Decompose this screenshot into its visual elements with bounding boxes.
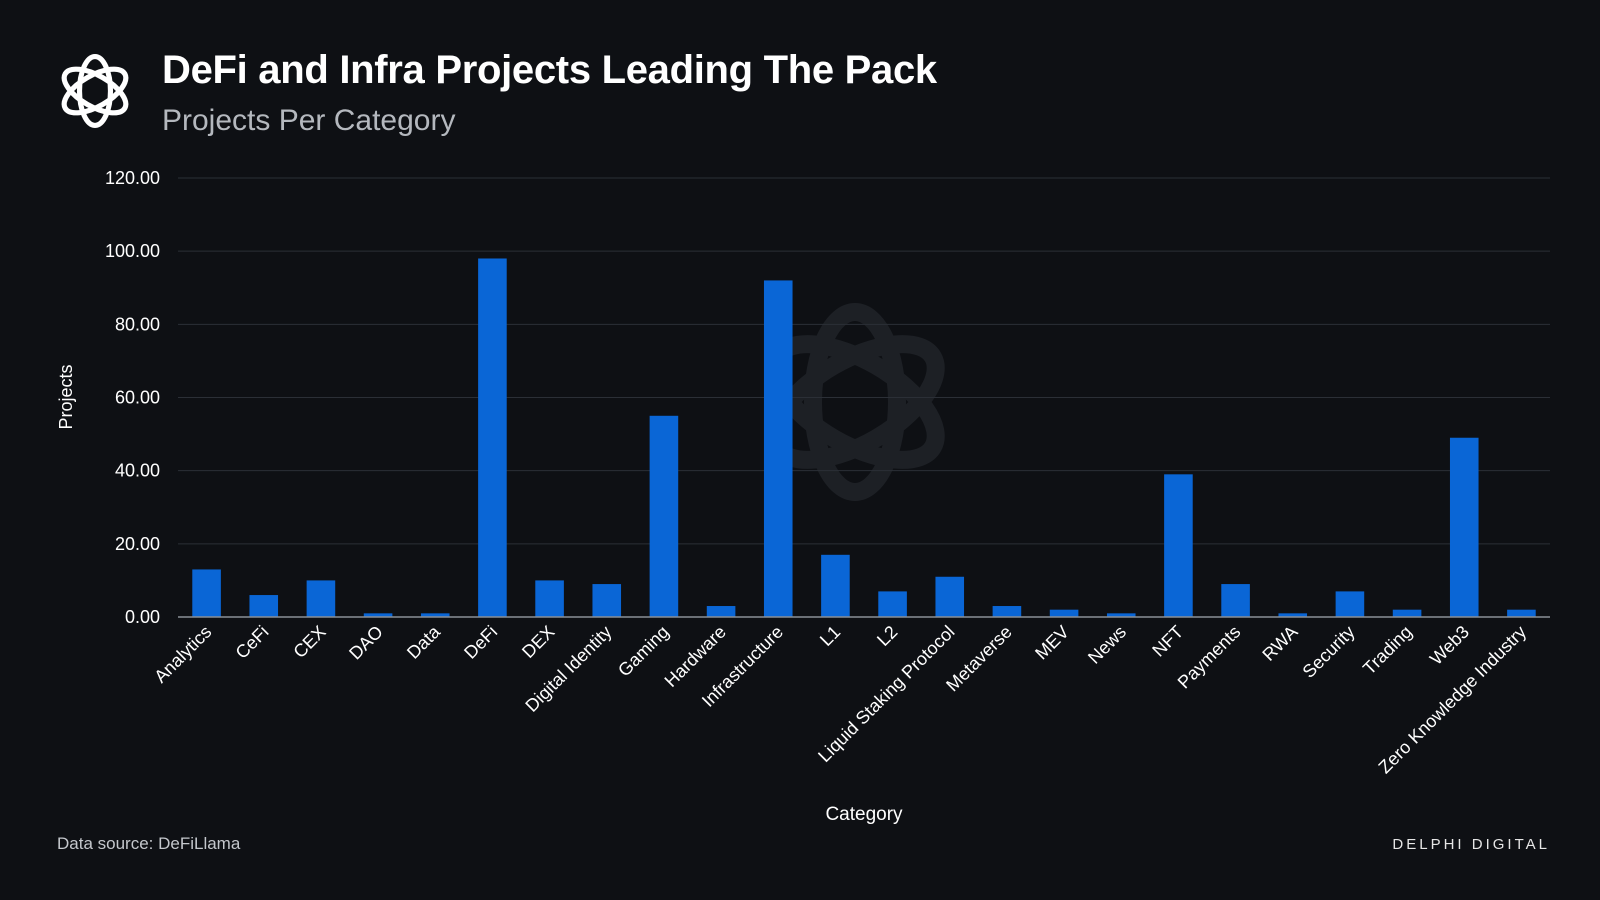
bar-hardware: [706, 606, 736, 617]
bar-web3: [1449, 437, 1479, 617]
y-tick-label: 100.00: [105, 241, 160, 261]
bar-news: [1106, 613, 1136, 617]
x-tick-label: Payments: [1174, 622, 1245, 693]
bar-cefi: [249, 595, 279, 617]
brand-wordmark: DELPHI DIGITAL: [1392, 836, 1550, 853]
bar-cex: [306, 580, 336, 617]
data-source-note: Data source: DeFiLlama: [57, 834, 241, 853]
x-tick-label: News: [1084, 622, 1130, 668]
bar-l2: [878, 591, 907, 617]
bar-metaverse: [992, 606, 1022, 617]
bar-dex: [535, 580, 564, 617]
y-tick-label: 80.00: [115, 314, 160, 334]
chart-title: DeFi and Infra Projects Leading The Pack: [162, 48, 937, 92]
x-tick-label: Web3: [1426, 622, 1473, 669]
bar-rwa: [1278, 613, 1308, 617]
bar-nft: [1164, 474, 1193, 617]
chart-subtitle: Projects Per Category: [162, 104, 456, 137]
x-tick-label: MEV: [1031, 622, 1073, 664]
x-tick-label: Gaming: [614, 622, 673, 681]
x-tick-label: CeFi: [232, 622, 273, 663]
y-tick-label: 120.00: [105, 168, 160, 188]
bar-data: [420, 613, 450, 617]
bar-l1: [821, 554, 850, 617]
y-tick-label: 20.00: [115, 534, 160, 554]
bar-infrastructure: [763, 280, 793, 617]
bar-defi: [478, 258, 507, 617]
y-tick-label: 0.00: [125, 607, 160, 627]
x-tick-label: CEX: [289, 622, 329, 662]
x-tick-label: L2: [873, 622, 901, 650]
x-tick-label: L1: [816, 622, 844, 650]
y-tick-label: 60.00: [115, 388, 160, 408]
bar-liquid-staking-protocol: [935, 576, 965, 617]
x-axis-label: Category: [825, 804, 903, 825]
bar-dao: [363, 613, 393, 617]
x-tick-label: Trading: [1359, 622, 1416, 679]
x-tick-label: RWA: [1258, 622, 1301, 665]
x-tick-label: Analytics: [150, 622, 215, 687]
y-axis-label: Projects: [56, 364, 76, 429]
x-tick-label: Security: [1299, 622, 1359, 682]
bar-zero-knowledge-industry: [1507, 609, 1536, 617]
bar-trading: [1392, 609, 1422, 617]
bar-mev: [1049, 609, 1079, 617]
bar-payments: [1221, 584, 1250, 617]
x-tick-label: DAO: [345, 622, 387, 664]
y-tick-label: 40.00: [115, 461, 160, 481]
x-tick-label: NFT: [1148, 622, 1187, 661]
x-tick-label: DeFi: [460, 622, 501, 663]
delphi-logo-icon: [61, 54, 129, 128]
bar-digital-identity: [592, 584, 622, 617]
bar-gaming: [649, 415, 679, 617]
bar-security: [1335, 591, 1365, 617]
x-tick-label: DEX: [518, 622, 558, 662]
x-tick-label: Data: [403, 621, 445, 663]
bar-analytics: [192, 569, 221, 617]
